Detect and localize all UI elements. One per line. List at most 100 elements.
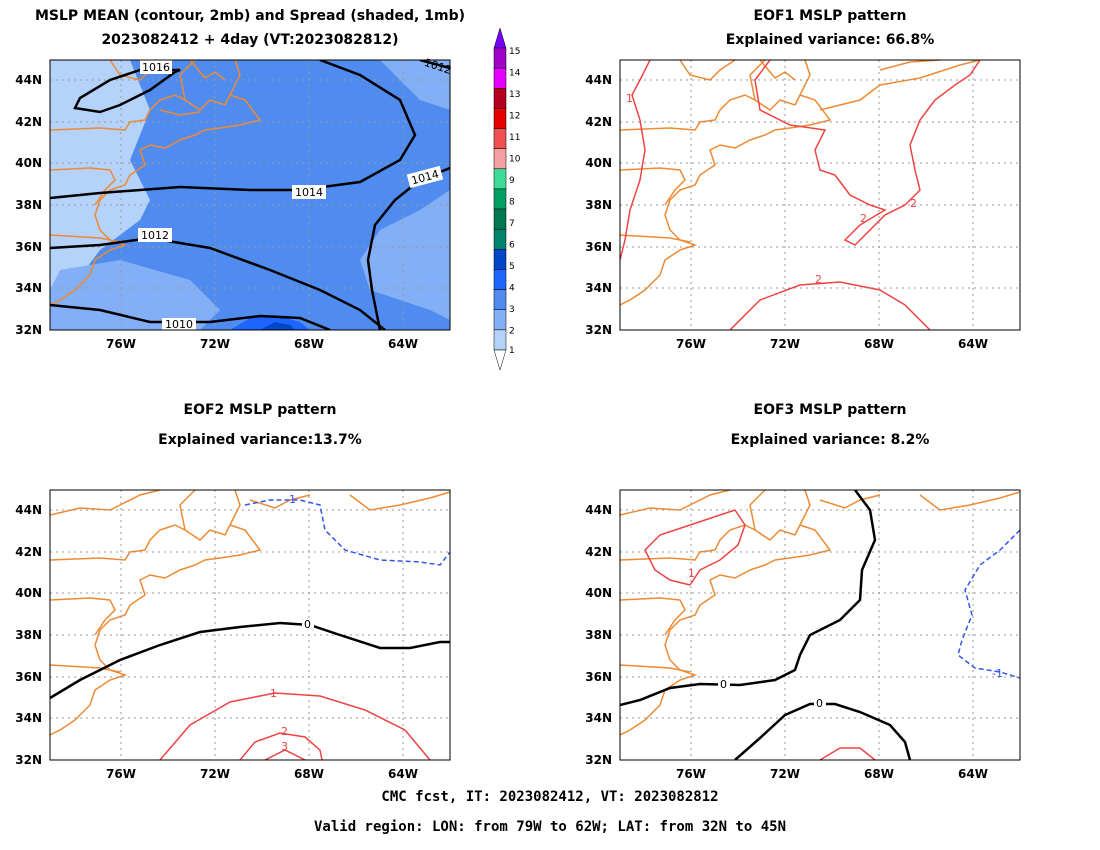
isobar-label-1012: 1012 bbox=[141, 229, 169, 242]
eof2-contour-labels: -1 0 1 2 3 bbox=[270, 493, 314, 753]
lat-label: 44N bbox=[15, 503, 42, 517]
lat-label: 38N bbox=[585, 198, 612, 212]
colorbar-label: 2 bbox=[509, 327, 515, 337]
colorbar-label: 10 bbox=[509, 155, 521, 165]
lon-axis: 76W 72W 68W 64W bbox=[676, 767, 988, 781]
lon-label: 64W bbox=[388, 767, 418, 781]
colorbar-label: 3 bbox=[509, 305, 515, 315]
spread-colorbar: 15 14 13 12 11 10 9 8 7 6 5 4 3 2 1 bbox=[493, 27, 521, 371]
lat-label: 34N bbox=[15, 281, 42, 295]
lon-label: 76W bbox=[106, 767, 136, 781]
lat-label: 42N bbox=[585, 115, 612, 129]
eof1-contour-labels: 1 2 2 2 bbox=[626, 92, 917, 286]
lat-label: 38N bbox=[15, 628, 42, 642]
contour-label: 1 bbox=[688, 567, 695, 580]
lon-label: 64W bbox=[958, 767, 988, 781]
lon-label: 76W bbox=[676, 337, 706, 351]
contour-label: 0 bbox=[304, 618, 311, 631]
colorbar-label: 13 bbox=[509, 90, 520, 100]
lat-label: 36N bbox=[585, 240, 612, 254]
colorbar-label: 4 bbox=[509, 284, 515, 294]
lon-axis: 76W 72W 68W 64W bbox=[106, 767, 418, 781]
contour-label: 1 bbox=[270, 687, 277, 700]
grid-lines bbox=[620, 490, 1020, 760]
contour-label: 0 bbox=[816, 697, 823, 710]
lat-label: 36N bbox=[15, 670, 42, 684]
contour-label: 2 bbox=[281, 725, 288, 738]
lat-label: 44N bbox=[585, 73, 612, 87]
eof1-panel-title: EOF1 MSLP pattern bbox=[753, 8, 907, 24]
lat-label: 40N bbox=[15, 156, 42, 170]
isobar-label-1010: 1010 bbox=[165, 318, 193, 331]
lon-label: 68W bbox=[864, 767, 894, 781]
forecast-info: CMC fcst, IT: 2023082412, VT: 2023082812 bbox=[381, 789, 719, 805]
colorbar-cell bbox=[493, 269, 507, 290]
colorbar-cell bbox=[493, 88, 507, 109]
lat-axis: 44N 42N 40N 38N 36N 34N 32N bbox=[585, 503, 612, 767]
eof3-map: 1 0 0 -1 44N 42N 40N 38N 36N 34N 32N 76W… bbox=[585, 489, 1021, 781]
lat-label: 36N bbox=[585, 670, 612, 684]
grid-lines bbox=[620, 60, 1020, 330]
lat-label: 36N bbox=[15, 240, 42, 254]
colorbar-cell bbox=[493, 148, 507, 170]
colorbar-cell bbox=[493, 329, 507, 351]
eof2-map: -1 0 1 2 3 44N 42N 40N 38N 36N 34N 32N 7… bbox=[15, 489, 451, 781]
valid-region-info: Valid region: LON: from 79W to 62W; LAT:… bbox=[313, 819, 786, 835]
spread-region-darkest bbox=[260, 322, 295, 330]
lat-label: 32N bbox=[585, 323, 612, 337]
lat-label: 42N bbox=[585, 545, 612, 559]
colorbar-cells bbox=[493, 47, 507, 351]
lon-label: 76W bbox=[106, 337, 136, 351]
colorbar-label: 11 bbox=[509, 133, 520, 143]
lat-label: 40N bbox=[585, 586, 612, 600]
lat-axis: 44N 42N 40N 38N 36N 34N 32N bbox=[585, 73, 612, 337]
colorbar-label: 12 bbox=[509, 112, 520, 122]
lon-label: 64W bbox=[958, 337, 988, 351]
spread-region-light-se bbox=[360, 190, 450, 320]
mean-panel-title: MSLP MEAN (contour, 2mb) and Spread (sha… bbox=[35, 8, 465, 24]
contour-label: 0 bbox=[720, 678, 727, 691]
colorbar-cell bbox=[493, 289, 507, 310]
eof3-panel-subtitle: Explained variance: 8.2% bbox=[730, 432, 930, 448]
lat-label: 32N bbox=[15, 323, 42, 337]
lat-label: 42N bbox=[15, 115, 42, 129]
spread-region-light-ne bbox=[380, 60, 450, 110]
lat-label: 40N bbox=[15, 586, 42, 600]
colorbar-cell bbox=[493, 47, 507, 69]
eof2-contours bbox=[50, 499, 450, 760]
mean-spread-map: 1016 1012 1014 1014 1012 1010 44N 42N 40… bbox=[15, 56, 453, 351]
eof3-contour-labels: 1 0 0 -1 bbox=[688, 567, 1003, 710]
grid-lines bbox=[50, 490, 450, 760]
lat-label: 40N bbox=[585, 156, 612, 170]
lon-label: 72W bbox=[770, 767, 800, 781]
eof1-panel-subtitle: Explained variance: 66.8% bbox=[725, 32, 935, 48]
map-frame bbox=[619, 59, 1021, 331]
lat-label: 32N bbox=[585, 753, 612, 767]
lat-label: 32N bbox=[15, 753, 42, 767]
spread-region-light-sw bbox=[50, 260, 220, 330]
eof3-panel-title: EOF3 MSLP pattern bbox=[753, 402, 907, 418]
isobar-label-1016: 1016 bbox=[142, 61, 170, 74]
colorbar-cell bbox=[493, 168, 507, 190]
colorbar-label: 6 bbox=[509, 241, 515, 251]
lon-label: 72W bbox=[200, 337, 230, 351]
colorbar-label: 5 bbox=[509, 262, 515, 272]
lon-label: 72W bbox=[770, 337, 800, 351]
contour-label: 2 bbox=[860, 212, 867, 225]
coastline bbox=[50, 490, 450, 736]
colorbar-label: 1 bbox=[509, 346, 515, 356]
lon-label: 68W bbox=[864, 337, 894, 351]
colorbar-cell bbox=[493, 249, 507, 270]
colorbar-cell bbox=[493, 228, 507, 250]
lat-label: 34N bbox=[585, 711, 612, 725]
map-frame bbox=[49, 489, 451, 761]
eof2-panel-title: EOF2 MSLP pattern bbox=[183, 402, 337, 418]
lat-label: 38N bbox=[15, 198, 42, 212]
colorbar-label: 15 bbox=[509, 47, 520, 57]
colorbar-cell bbox=[493, 108, 507, 129]
spread-region-light bbox=[50, 60, 150, 300]
isobar-label-1014: 1014 bbox=[295, 186, 323, 199]
colorbar-cell bbox=[493, 67, 507, 89]
eof2-panel-subtitle: Explained variance:13.7% bbox=[158, 432, 362, 448]
eof1-map: 1 2 2 2 44N 42N 40N 38N 36N 34N 32N 76W … bbox=[585, 59, 1021, 351]
